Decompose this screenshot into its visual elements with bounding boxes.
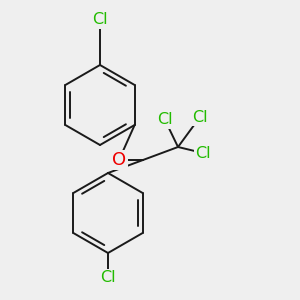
Text: Cl: Cl (195, 146, 211, 160)
Text: O: O (112, 151, 126, 169)
Text: Cl: Cl (192, 110, 208, 124)
Text: Cl: Cl (92, 13, 108, 28)
Text: Cl: Cl (100, 271, 116, 286)
Text: Cl: Cl (157, 112, 173, 128)
